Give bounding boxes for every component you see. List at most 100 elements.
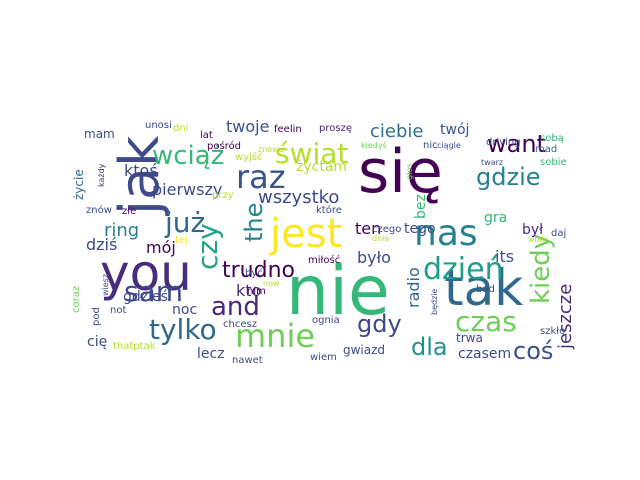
cloud-word: ten bbox=[355, 219, 381, 238]
cloud-word: nic bbox=[423, 140, 438, 151]
cloud-word: you bbox=[100, 244, 192, 302]
cloud-word: pośród bbox=[207, 140, 241, 152]
cloud-word: bad bbox=[476, 284, 495, 295]
cloud-word: czego bbox=[372, 224, 401, 235]
cloud-word: gdy bbox=[357, 310, 402, 338]
cloud-word: jest bbox=[269, 211, 342, 257]
cloud-word: złe bbox=[122, 206, 136, 217]
cloud-word: wiesz bbox=[101, 274, 110, 296]
cloud-word: wyjść bbox=[235, 151, 263, 163]
cloud-word: twarz bbox=[481, 158, 503, 167]
cloud-word: not bbox=[110, 305, 126, 316]
cloud-word: dla bbox=[411, 333, 448, 361]
cloud-word: sam bbox=[124, 275, 183, 308]
cloud-word: trudno bbox=[222, 258, 295, 283]
cloud-word: trwa bbox=[456, 331, 483, 345]
cloud-word: noc bbox=[172, 302, 197, 318]
cloud-word: mad bbox=[535, 144, 557, 155]
cloud-word: its bbox=[495, 247, 514, 266]
cloud-word: każdy bbox=[97, 163, 106, 187]
cloud-word: wiatr bbox=[528, 235, 549, 244]
cloud-word: wciąż bbox=[152, 141, 224, 171]
cloud-word: driving bbox=[486, 137, 521, 148]
cloud-word: lecz bbox=[197, 346, 225, 362]
cloud-word: życie bbox=[72, 169, 86, 200]
cloud-word: coś bbox=[513, 337, 553, 365]
cloud-word: thatptak bbox=[113, 341, 156, 352]
cloud-word: przy bbox=[212, 190, 234, 201]
cloud-word: czas bbox=[455, 305, 517, 338]
cloud-word: jeszcze bbox=[555, 284, 576, 350]
cloud-word: gra bbox=[484, 210, 507, 226]
cloud-word: był bbox=[522, 222, 543, 238]
cloud-word: nie bbox=[286, 252, 390, 331]
cloud-word: wszystko bbox=[258, 187, 339, 208]
cloud-word: proszę bbox=[319, 123, 352, 134]
cloud-word: raz bbox=[236, 158, 286, 196]
cloud-word: the bbox=[240, 203, 268, 242]
cloud-word: pierwszy bbox=[152, 180, 222, 199]
cloud-word: ktoś bbox=[124, 161, 158, 180]
cloud-word: unosi bbox=[145, 120, 172, 131]
cloud-word: nawet bbox=[232, 355, 263, 366]
cloud-word: tej bbox=[175, 235, 188, 246]
cloud-word: głos bbox=[405, 164, 414, 180]
cloud-word: ciągle bbox=[437, 141, 461, 150]
cloud-word: gdzieś bbox=[123, 289, 168, 305]
cloud-word: żyćtam bbox=[296, 159, 347, 175]
cloud-word: ciebie bbox=[370, 121, 423, 142]
cloud-word: szkło bbox=[540, 326, 565, 337]
cloud-word: już bbox=[164, 206, 205, 239]
cloud-word: świat bbox=[275, 137, 348, 170]
cloud-word: now bbox=[263, 279, 280, 288]
cloud-word: tylko bbox=[149, 313, 217, 346]
cloud-word: wiem bbox=[310, 352, 337, 363]
cloud-word: będzie bbox=[430, 289, 439, 316]
cloud-word: and bbox=[211, 292, 260, 322]
cloud-word: chcesz bbox=[223, 319, 257, 330]
cloud-word: znów bbox=[86, 204, 112, 216]
cloud-word: mnie bbox=[235, 317, 315, 355]
cloud-word: nas bbox=[414, 213, 478, 254]
cloud-word: bez bbox=[413, 194, 429, 219]
cloud-word: tego bbox=[404, 221, 436, 237]
cloud-word: jak bbox=[108, 135, 171, 216]
cloud-word: być bbox=[245, 267, 263, 279]
cloud-word: twój bbox=[440, 122, 469, 138]
cloud-word: mam bbox=[84, 127, 115, 141]
cloud-word: tak bbox=[444, 259, 523, 317]
cloud-word: było bbox=[357, 248, 391, 267]
cloud-word: się bbox=[358, 137, 443, 207]
cloud-word: które bbox=[316, 204, 342, 216]
cloud-word: daj bbox=[551, 228, 566, 239]
cloud-word: coraz bbox=[71, 286, 82, 313]
cloud-word: gdzie bbox=[476, 163, 541, 191]
cloud-word: dzień bbox=[423, 252, 504, 287]
cloud-word: pod bbox=[91, 307, 102, 326]
cloud-word: czasem bbox=[458, 346, 511, 362]
cloud-word: znowu bbox=[258, 145, 284, 154]
cloud-word: miłość bbox=[308, 254, 340, 266]
cloud-word: sobą bbox=[540, 133, 564, 144]
cloud-word: cię bbox=[87, 334, 107, 350]
cloud-word: radio bbox=[404, 267, 423, 308]
cloud-word: lat bbox=[200, 130, 213, 141]
cloud-word: dziś bbox=[86, 235, 117, 254]
cloud-word: kto bbox=[236, 281, 261, 300]
cloud-word: ognia bbox=[312, 315, 340, 326]
cloud-word: kiedyś bbox=[361, 140, 387, 150]
cloud-word: twoje bbox=[226, 117, 269, 136]
cloud-word: ring bbox=[104, 220, 139, 241]
cloud-word: feelin bbox=[274, 124, 302, 135]
cloud-word: czy bbox=[191, 223, 224, 270]
cloud-word: dnia bbox=[372, 234, 389, 243]
cloud-word: dni bbox=[173, 123, 188, 134]
cloud-word: kiedy bbox=[526, 234, 556, 304]
cloud-word: mój bbox=[146, 238, 176, 257]
cloud-word: nim bbox=[247, 286, 266, 297]
cloud-word: gwiazd bbox=[343, 343, 385, 357]
cloud-word: sobie bbox=[540, 157, 567, 168]
cloud-word: want bbox=[487, 130, 546, 158]
